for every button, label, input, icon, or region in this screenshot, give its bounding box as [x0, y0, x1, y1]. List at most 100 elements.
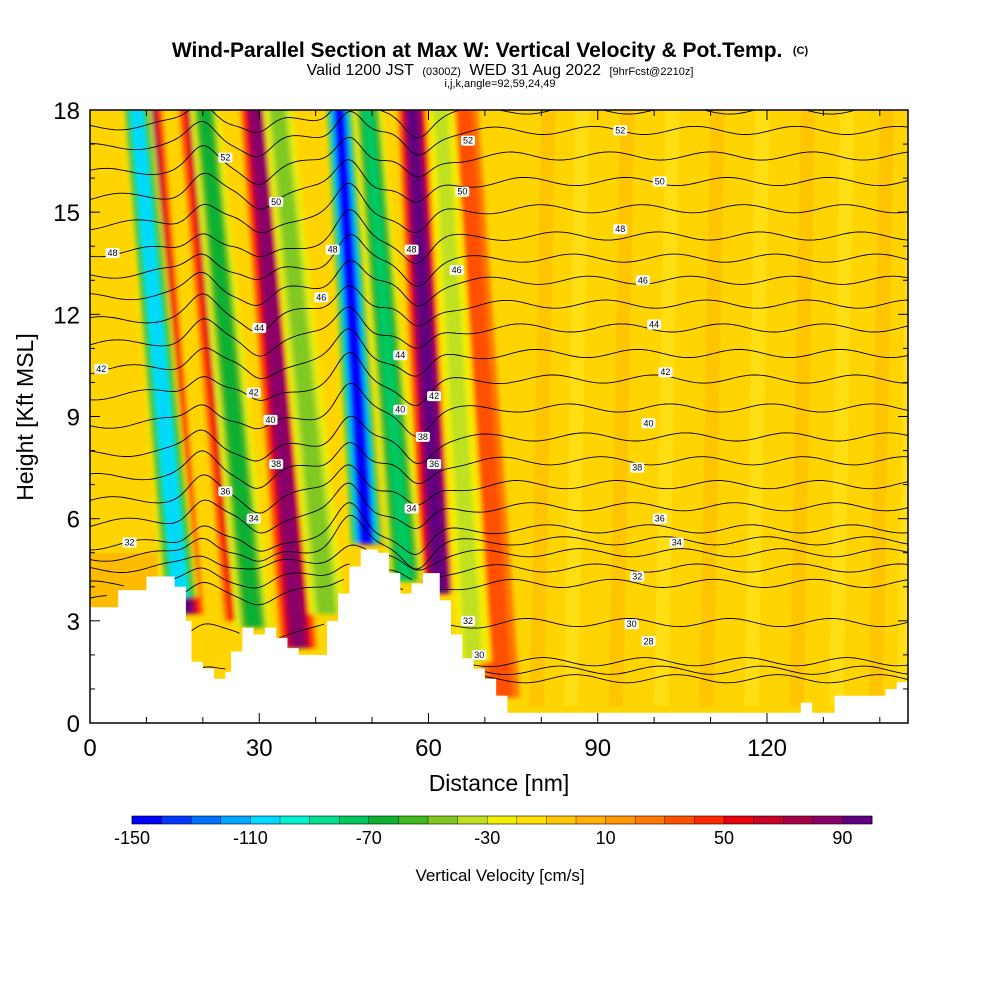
theta-label-box: [404, 244, 419, 255]
theta-label-box: [393, 350, 408, 361]
theta-label-box: [652, 513, 667, 524]
theta-label-box: [669, 537, 684, 548]
velocity-texture-layer: [90, 110, 908, 706]
velocity-streak: [699, 110, 725, 706]
colorbar-swatch: [664, 816, 695, 824]
x-tick-label: 60: [415, 735, 442, 762]
theta-label-box: [94, 363, 109, 374]
theta-label: 42: [660, 367, 670, 377]
theta-label: 30: [474, 650, 484, 660]
theta-label: 36: [655, 514, 665, 524]
colorbar-tick-label: -70: [356, 828, 382, 848]
subtitle-zulu: (0300Z): [422, 66, 461, 78]
theta-label-box: [263, 414, 278, 425]
theta-contour: [188, 617, 908, 639]
chart-title: Wind-Parallel Section at Max W: Vertical…: [172, 39, 783, 62]
theta-label-box: [635, 275, 650, 286]
theta-label: 34: [672, 538, 682, 548]
theta-label: 48: [108, 248, 118, 258]
theta-label: 42: [429, 391, 439, 401]
colorbar-tick-label: -110: [233, 828, 268, 848]
velocity-streak: [789, 110, 815, 706]
theta-label: 46: [316, 292, 326, 302]
downdraft-band: [198, 110, 262, 628]
theta-label: 46: [452, 265, 462, 275]
theta-label: 52: [463, 136, 473, 146]
theta-label-box: [472, 649, 487, 660]
theta-label: 34: [407, 503, 417, 513]
theta-contour: [90, 209, 908, 264]
theta-contour: [202, 657, 908, 670]
theta-label: 32: [463, 616, 473, 626]
colorbar-tick-label: -30: [474, 828, 500, 848]
theta-contour: [484, 674, 908, 684]
theta-label: 44: [395, 350, 405, 360]
theta-contour: [90, 328, 908, 380]
colorbar-swatch: [753, 816, 784, 824]
terrain-fill: [90, 549, 908, 723]
theta-label: 42: [249, 388, 259, 398]
theta-contour: [90, 260, 908, 307]
theta-label-box: [460, 615, 475, 626]
subtitle-date: WED 31 Aug 2022: [469, 62, 601, 79]
colorbar-swatch: [783, 816, 814, 824]
x-tick-label: 90: [584, 735, 611, 762]
theta-label-box: [252, 322, 267, 333]
theta-label: 38: [271, 459, 281, 469]
x-tick-label: 30: [246, 735, 273, 762]
theta-label-box: [269, 459, 284, 470]
y-tick-label: 0: [67, 711, 80, 738]
colorbar-swatch: [368, 816, 399, 824]
theta-label-layer: 32 42 48 52 50 44 42 40 38 36 34 48 46 48 46 50 52 44 42 40…: [94, 125, 684, 660]
theta-label: 44: [254, 323, 264, 333]
velocity-streak: [654, 110, 680, 706]
theta-label-box: [641, 418, 656, 429]
colorbar-swatch: [842, 816, 873, 824]
theta-contour: [90, 514, 908, 570]
theta-contour: [90, 352, 908, 407]
x-tick-label: 0: [83, 735, 96, 762]
velocity-band-layer: [122, 110, 520, 698]
theta-label-box: [105, 248, 120, 259]
velocity-streak: [868, 110, 894, 706]
theta-label: 50: [655, 177, 665, 187]
downdraft-band: [433, 110, 483, 662]
colorbar-swatch: [280, 816, 310, 824]
theta-label: 38: [418, 432, 428, 442]
theta-label: 42: [96, 364, 106, 374]
theta-label-box: [455, 186, 470, 197]
colorbar-swatch: [576, 816, 606, 824]
y-tick-label: 9: [67, 405, 80, 432]
theta-contour: [90, 383, 908, 437]
theta-label: 40: [266, 415, 276, 425]
theta-label-box: [314, 292, 329, 303]
theta-label: 48: [328, 245, 338, 255]
theta-label-box: [246, 513, 261, 524]
theta-label: 52: [220, 153, 230, 163]
colorbar-tick-label: 90: [832, 828, 852, 848]
colorbar-tick-label: 50: [714, 828, 734, 848]
velocity-streak: [609, 110, 635, 706]
theta-label: 32: [632, 572, 642, 582]
theta-label-box: [404, 503, 419, 514]
colorbar-tick-label: -150: [114, 828, 150, 848]
updraft-band: [249, 110, 306, 649]
theta-label-box: [613, 224, 628, 235]
theta-label-box: [460, 135, 475, 146]
theta-label-box: [613, 125, 628, 136]
downdraft-band: [270, 110, 336, 615]
y-tick-label: 3: [67, 609, 80, 636]
theta-label-box: [325, 244, 340, 255]
colorbar-swatch: [309, 816, 340, 824]
theta-label-box: [218, 152, 233, 163]
theta-contour: [90, 578, 908, 606]
theta-label-box: [652, 176, 667, 187]
theta-contour: [90, 159, 908, 210]
colorbar-swatch: [398, 816, 429, 824]
theta-label-box: [427, 391, 442, 402]
colorbar-swatch: [812, 816, 843, 824]
colorbar-swatch: [457, 816, 488, 824]
chart-title-mark: (C): [793, 45, 809, 57]
y-tick-label: 18: [53, 98, 80, 125]
colorbar-title: Vertical Velocity [cm/s]: [415, 866, 584, 885]
